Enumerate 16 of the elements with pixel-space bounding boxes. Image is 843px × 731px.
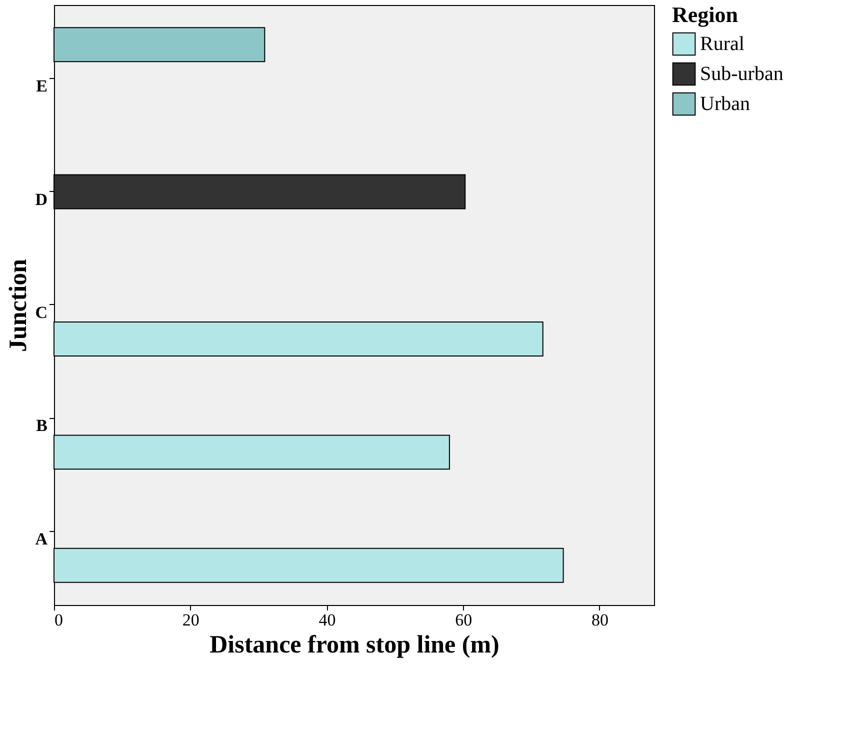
y-tick-label: D xyxy=(35,190,48,209)
legend-label: Sub-urban xyxy=(700,63,784,85)
x-tick-label: 0 xyxy=(54,610,63,630)
x-tick-label: 20 xyxy=(182,610,200,630)
x-axis-title: Distance from stop line (m) xyxy=(210,632,500,658)
y-tick-label: C xyxy=(35,303,48,322)
y-tick-label: E xyxy=(36,76,48,96)
x-tick-label: 80 xyxy=(591,610,608,630)
legend-label: Rural xyxy=(700,33,745,55)
y-tick-label: B xyxy=(36,416,48,436)
legend-label: Urban xyxy=(700,93,750,115)
y-axis-title: Junction xyxy=(5,258,32,352)
legend-title: Region xyxy=(672,2,738,27)
x-tick-label: 40 xyxy=(318,610,336,630)
y-tick-label: A xyxy=(35,529,48,548)
x-tick-label: 60 xyxy=(455,610,472,630)
